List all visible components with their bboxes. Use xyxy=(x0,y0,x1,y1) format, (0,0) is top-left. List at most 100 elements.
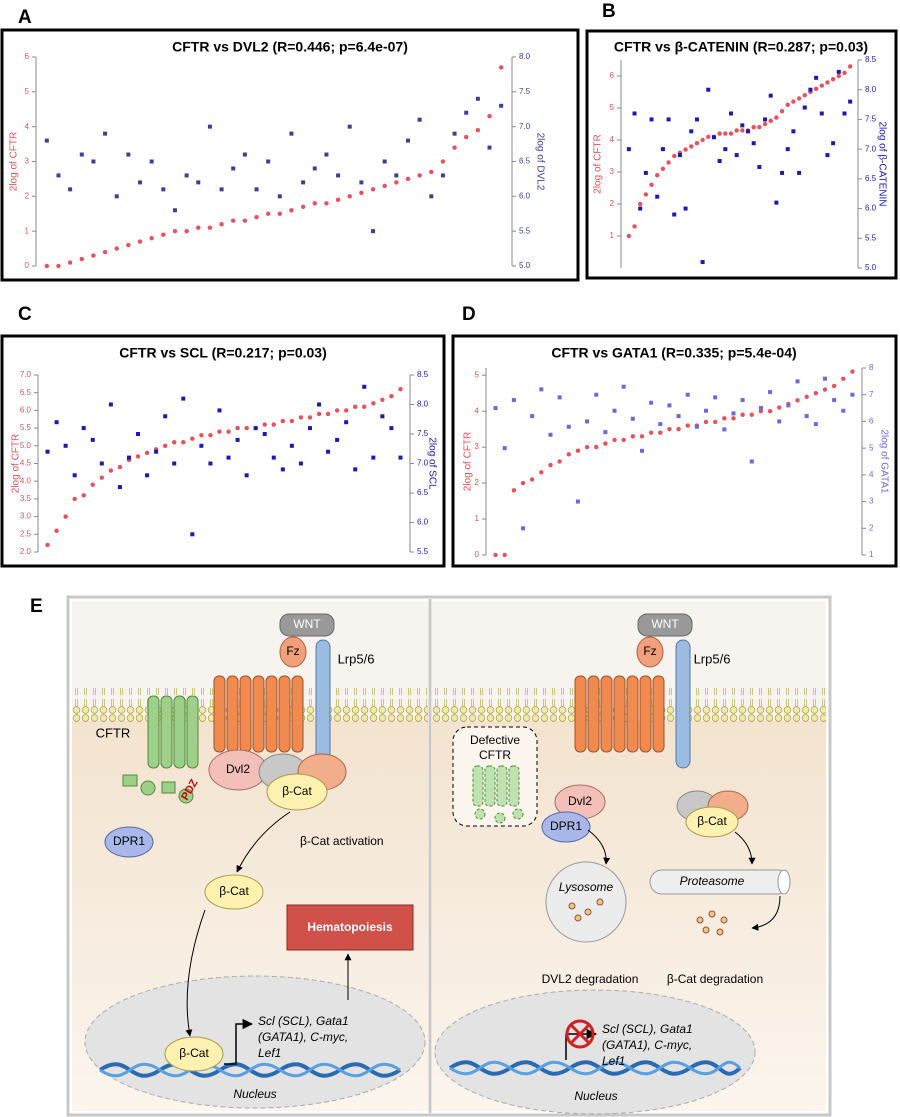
point xyxy=(54,528,59,533)
point xyxy=(405,138,410,143)
point xyxy=(767,408,773,414)
point xyxy=(44,263,50,269)
point xyxy=(262,422,267,427)
arrow xyxy=(587,829,611,865)
point xyxy=(666,160,671,165)
point xyxy=(831,383,837,389)
point xyxy=(90,437,95,442)
arrow xyxy=(734,831,756,865)
point xyxy=(740,128,745,133)
point xyxy=(394,173,399,178)
point xyxy=(394,180,399,185)
point xyxy=(763,117,768,122)
tick-label: 7.0 xyxy=(20,370,32,379)
point xyxy=(757,125,762,130)
dvl2-label: Dvl2 xyxy=(226,762,250,776)
point xyxy=(196,180,201,185)
tick-label: 8.0 xyxy=(519,52,531,61)
point xyxy=(774,200,779,205)
chart-title: CFTR vs SCL (R=0.217; p=0.03) xyxy=(119,345,326,361)
point xyxy=(850,369,855,374)
point xyxy=(704,408,709,413)
point xyxy=(207,124,212,129)
point xyxy=(56,173,61,178)
tick-label: 5.5 xyxy=(865,233,877,242)
point xyxy=(452,145,457,150)
dvl2deg-label: DVL2 degradation xyxy=(542,972,639,986)
point xyxy=(774,115,779,120)
point xyxy=(639,448,644,453)
chart: D CFTR vs GATA1 (R=0.335; p=5.4e-04) 0 1 2 3 4… xyxy=(451,304,898,568)
point xyxy=(648,430,654,435)
tick-label: 1 xyxy=(610,231,615,240)
gene-label: Scl (SCL), Gata1 xyxy=(602,1022,693,1036)
y-axis-label: 2log of CFTR xyxy=(463,432,474,491)
y2-axis-label: 2log of β-CATENIN xyxy=(876,121,887,206)
lysosome-label: Lysosome xyxy=(559,880,614,894)
point xyxy=(808,87,813,92)
tick-label: 4 xyxy=(475,406,480,415)
tick-label: 4 xyxy=(869,470,874,479)
point xyxy=(335,197,341,203)
tick-label: 7.5 xyxy=(865,115,877,124)
left-pathway: Lrp5/6 WNT Fz CFTR PDZ Dvl2 β-Cat DPR1 β… xyxy=(84,613,426,1109)
bcat-shape xyxy=(204,874,264,910)
cftr-label: CFTR xyxy=(96,725,131,740)
tick-label: 7.0 xyxy=(417,459,429,468)
point xyxy=(91,253,96,258)
point xyxy=(802,93,807,98)
point xyxy=(822,376,827,381)
tick-label: 4 xyxy=(610,135,615,144)
point xyxy=(161,187,166,192)
point xyxy=(102,249,108,255)
dpr1-shape xyxy=(104,826,154,858)
point xyxy=(706,134,711,139)
point xyxy=(677,153,682,158)
point xyxy=(813,390,819,396)
chart-title: CFTR vs GATA1 (R=0.335; p=5.4e-04) xyxy=(551,345,796,361)
tick-label: 5.5 xyxy=(20,423,32,432)
chart-frame xyxy=(585,29,898,280)
point xyxy=(731,416,736,421)
point xyxy=(612,437,617,443)
point xyxy=(324,152,329,157)
wnt-shape xyxy=(279,613,335,637)
point xyxy=(63,443,68,448)
point xyxy=(347,194,352,199)
arrow xyxy=(185,909,206,1037)
point xyxy=(703,419,709,425)
point xyxy=(749,412,754,417)
point xyxy=(172,228,178,234)
point xyxy=(700,137,705,143)
point xyxy=(117,464,123,470)
debris xyxy=(696,910,728,936)
point xyxy=(389,426,394,431)
lrp-receptor xyxy=(675,639,691,769)
point xyxy=(254,187,259,192)
point xyxy=(658,422,663,427)
point xyxy=(417,173,422,178)
point xyxy=(266,159,271,164)
tick-label: 6 xyxy=(610,71,615,80)
tick-label: 7.5 xyxy=(417,429,429,438)
point xyxy=(734,153,739,158)
point xyxy=(842,111,847,116)
tick-label: 2.0 xyxy=(20,547,32,556)
point xyxy=(585,419,590,424)
point xyxy=(244,425,249,431)
arrow xyxy=(236,811,291,873)
point xyxy=(181,396,186,401)
point xyxy=(797,170,802,175)
point xyxy=(242,152,247,157)
dpr1-shape xyxy=(541,811,591,843)
point xyxy=(219,187,224,192)
point xyxy=(814,75,819,80)
point xyxy=(655,194,660,199)
point xyxy=(219,222,224,227)
point xyxy=(149,235,154,241)
tick-label: 4.5 xyxy=(20,459,32,468)
point xyxy=(190,532,195,537)
point xyxy=(79,256,84,262)
point xyxy=(389,394,394,399)
tick-label: 6.5 xyxy=(519,157,531,166)
